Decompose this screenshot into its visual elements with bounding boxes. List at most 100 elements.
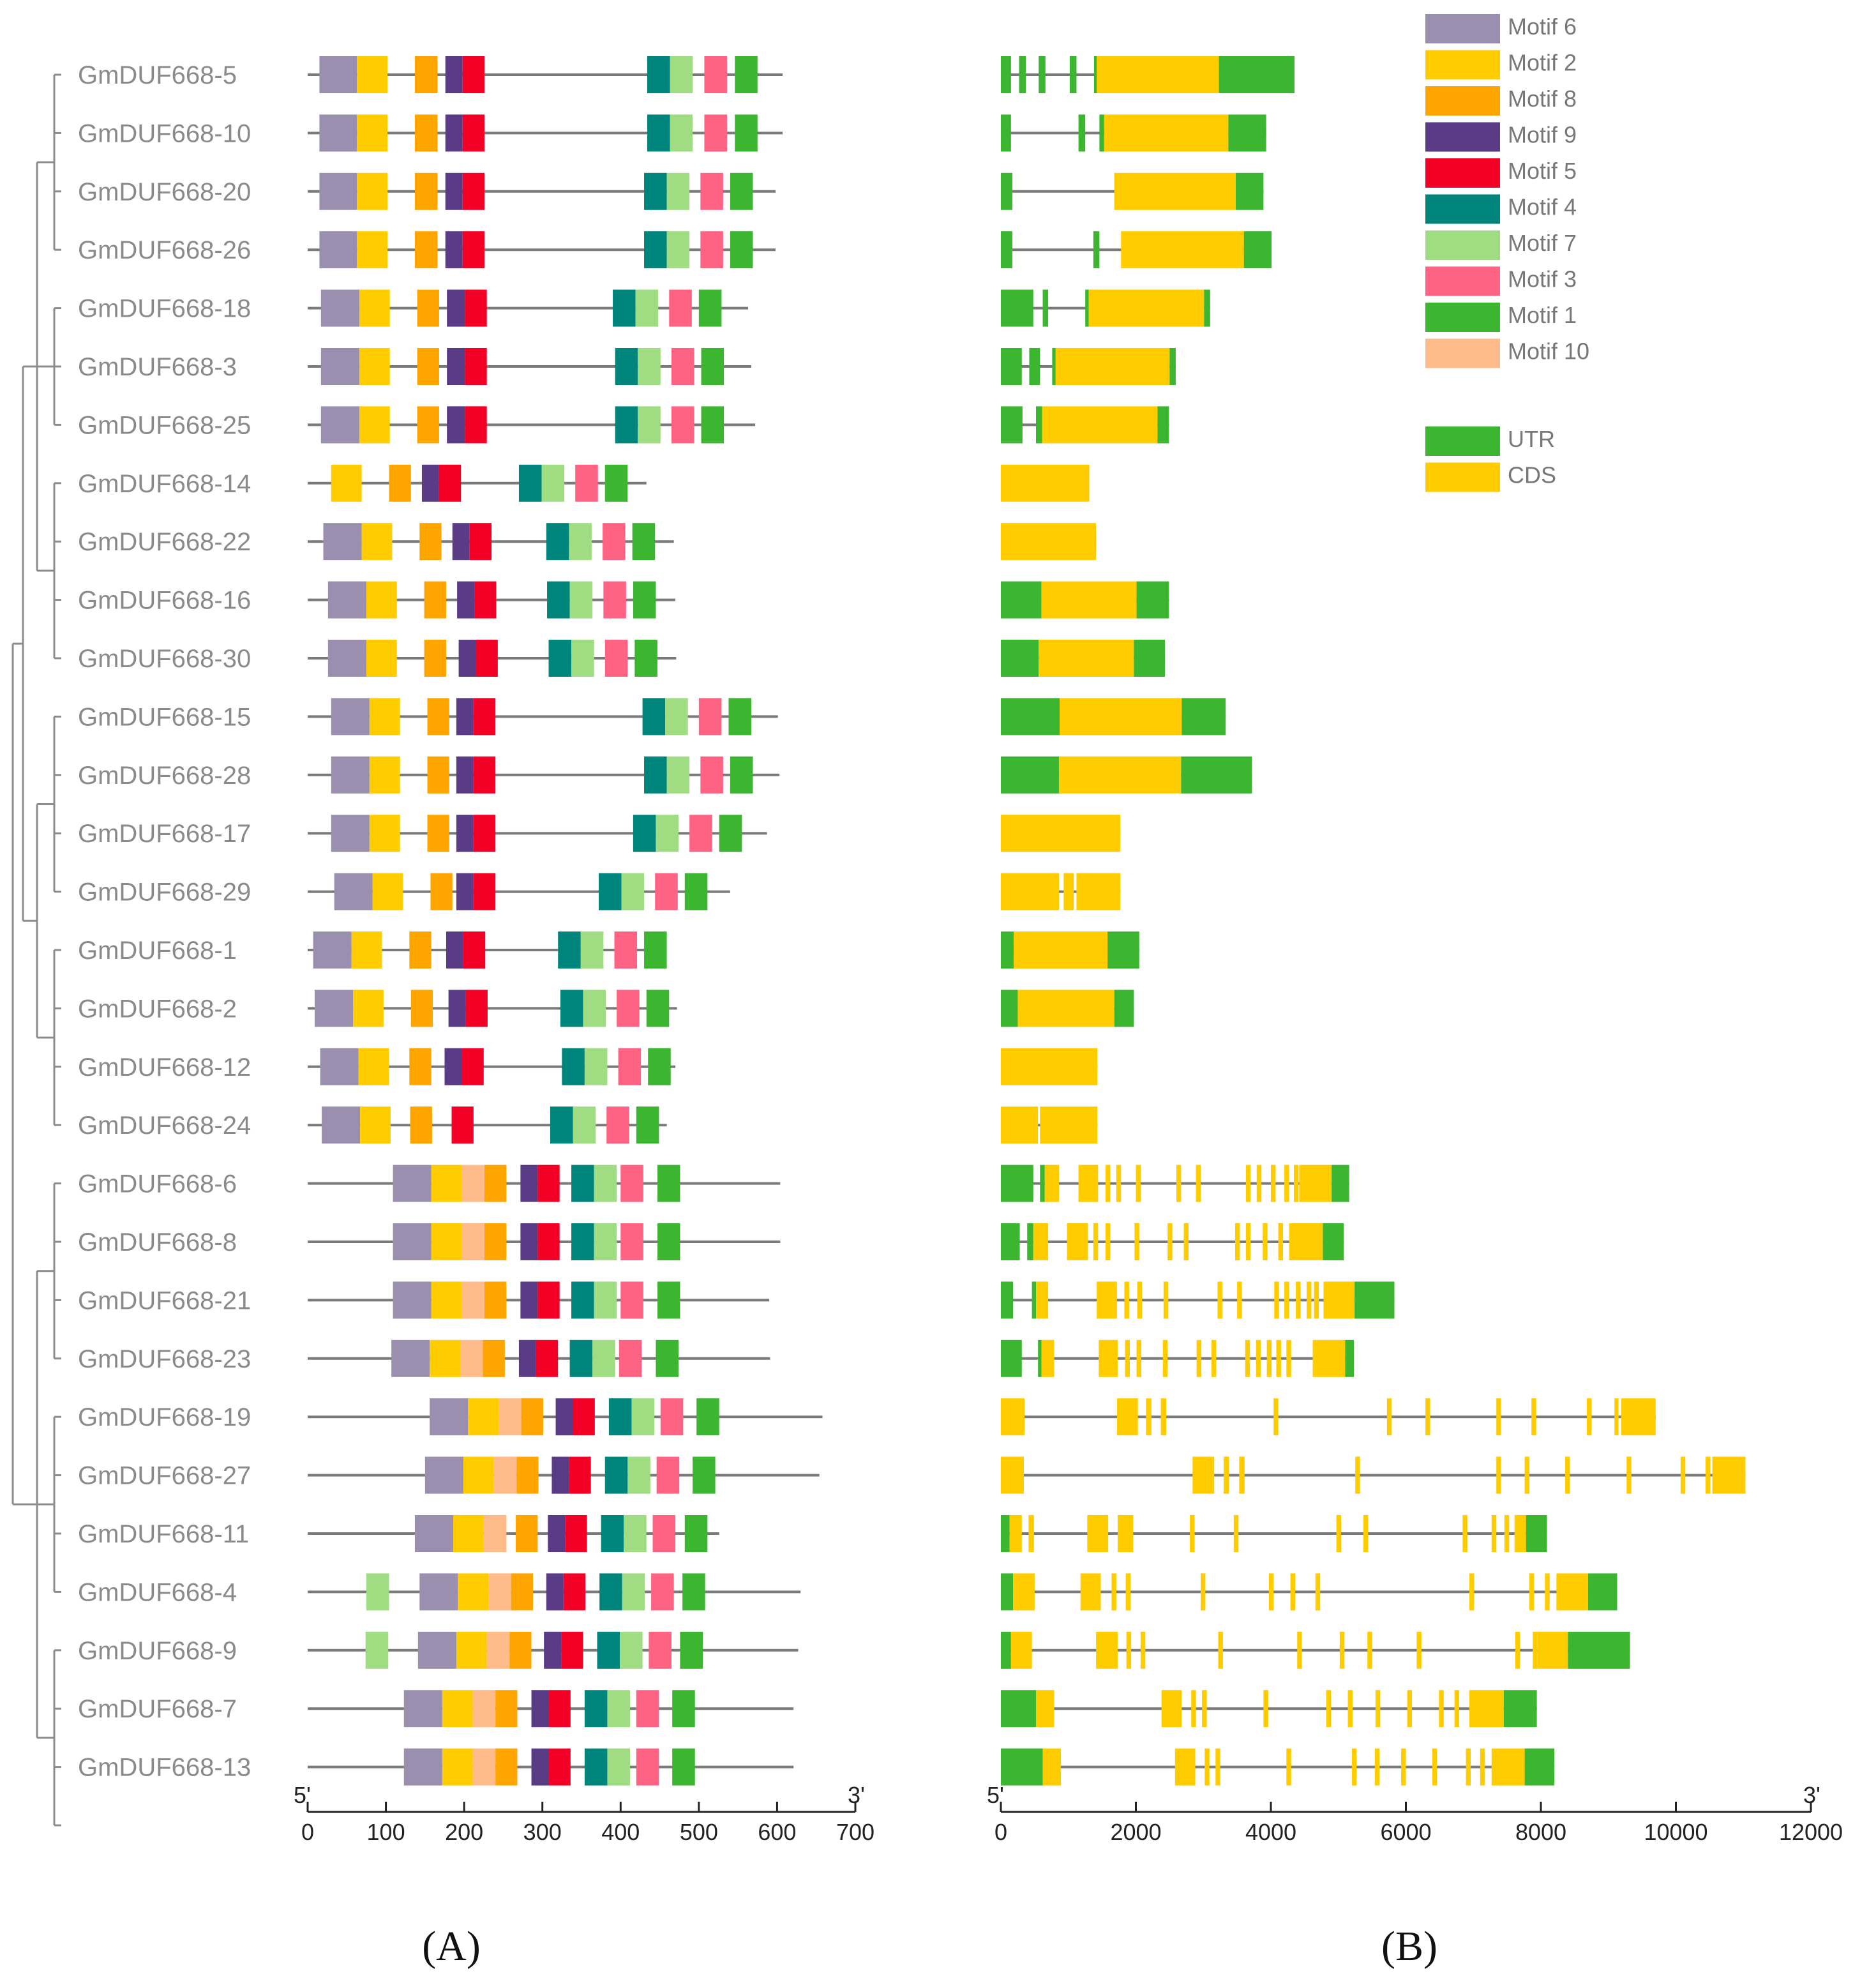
cds-block	[1096, 1631, 1118, 1669]
motif-10-box	[461, 1165, 485, 1202]
motif-8-box	[414, 231, 438, 269]
motif-6-box	[414, 1515, 453, 1552]
utr-block	[1038, 1339, 1042, 1377]
cds-block	[1001, 1048, 1098, 1085]
cds-block	[1416, 1631, 1422, 1669]
motif-3-box	[620, 1165, 643, 1202]
motif-6-box	[403, 1748, 442, 1786]
motif-1-box	[644, 931, 667, 969]
motif-5-box	[462, 172, 485, 210]
motif-3-box	[575, 464, 598, 502]
utr-block	[1001, 1223, 1020, 1260]
motif-9-box	[518, 1339, 536, 1377]
motif-3-box	[671, 406, 694, 444]
motif-9-box	[544, 1631, 562, 1669]
motif-5-box	[439, 464, 461, 502]
gene-label: GmDUF668-18	[78, 295, 251, 323]
motif-10-box	[472, 1748, 496, 1786]
legend-label: Motif 7	[1508, 230, 1577, 256]
motif-9-box	[552, 1456, 569, 1494]
motif-5-box	[573, 1398, 595, 1436]
motif-5-box	[537, 1281, 560, 1319]
utr-block	[1204, 289, 1210, 327]
motif-3-box	[669, 289, 692, 327]
cds-block	[1174, 1748, 1196, 1786]
motif-9-box	[555, 1398, 573, 1436]
utr-block	[1001, 756, 1059, 794]
motif-6-box	[313, 931, 352, 969]
cds-block	[1042, 1748, 1062, 1786]
motif-4-box	[601, 1515, 624, 1552]
motif-7-box	[569, 581, 593, 619]
motif-7-box	[635, 289, 659, 327]
cds-block	[1042, 406, 1158, 444]
motif-8-box	[419, 523, 442, 561]
motif-6-box	[424, 1456, 463, 1494]
utr-block	[1001, 289, 1033, 327]
legend-label: Motif 9	[1508, 122, 1577, 148]
motif-3-box	[671, 348, 694, 385]
cds-block	[1504, 1515, 1510, 1552]
utr-block	[1001, 1631, 1011, 1669]
cds-block	[1712, 1456, 1746, 1494]
motif-10-box	[483, 1515, 507, 1552]
cds-block	[1202, 1690, 1207, 1728]
motif-2-box	[353, 990, 384, 1027]
panel-b-gene-structure	[1001, 56, 1746, 1786]
cds-block	[1087, 1515, 1109, 1552]
utr-block	[1114, 990, 1134, 1027]
motif-4-box	[571, 1281, 594, 1319]
cds-block	[1524, 1456, 1530, 1494]
gene-label: GmDUF668-8	[78, 1228, 237, 1256]
cds-block	[1256, 1165, 1262, 1202]
motif-2-box	[369, 698, 400, 735]
utr-block	[1001, 1339, 1022, 1377]
motif-4-box	[547, 581, 570, 619]
cds-block	[1058, 756, 1182, 794]
motif-4-box	[604, 1456, 628, 1494]
legend-label: Motif 10	[1508, 338, 1589, 365]
panel-b-tick-label: 2000	[1110, 1819, 1161, 1845]
utr-block	[1069, 56, 1077, 93]
motif-4-box	[647, 56, 670, 93]
motif-6-box	[319, 172, 357, 210]
motif-5-box	[476, 640, 498, 677]
utr-block	[1568, 1631, 1630, 1669]
cds-block	[1367, 1631, 1372, 1669]
cds-block	[1114, 172, 1236, 210]
motif-5-box	[474, 581, 497, 619]
motif-4-box	[546, 523, 569, 561]
cds-block	[1326, 1690, 1332, 1728]
motif-1-box	[701, 406, 724, 444]
utr-block	[1332, 1165, 1349, 1202]
motif-9-box	[447, 406, 465, 444]
legend-swatch	[1425, 122, 1500, 152]
cds-block	[1296, 1281, 1301, 1319]
cds-block	[1314, 1281, 1319, 1319]
motif-8-box	[483, 1339, 505, 1377]
motif-6-box	[323, 523, 362, 561]
motif-5-box	[561, 1631, 583, 1669]
cds-block	[1307, 1281, 1312, 1319]
motif-5-box	[462, 231, 485, 269]
utr-block	[1157, 406, 1169, 444]
motif-1-box	[648, 1048, 671, 1085]
motif-1-box	[657, 1281, 680, 1319]
panel-b-label: (B)	[1381, 1923, 1437, 1970]
cds-block	[1515, 1631, 1520, 1669]
motif-8-box	[389, 464, 411, 502]
cds-block	[1125, 1339, 1130, 1377]
utr-block	[1039, 56, 1046, 93]
motif-3-box	[636, 1690, 659, 1728]
motif-3-box	[606, 1106, 629, 1144]
motif-5-box	[473, 698, 496, 735]
motif-5-box	[462, 114, 485, 152]
motif-8-box	[495, 1748, 518, 1786]
motif-3-box	[704, 56, 727, 93]
motif-3-box	[620, 1281, 643, 1319]
utr-block	[1001, 1573, 1014, 1611]
motif-5-box	[473, 815, 496, 852]
utr-block	[1001, 231, 1012, 269]
utr-block	[1001, 406, 1023, 444]
cds-block	[1233, 1515, 1239, 1552]
